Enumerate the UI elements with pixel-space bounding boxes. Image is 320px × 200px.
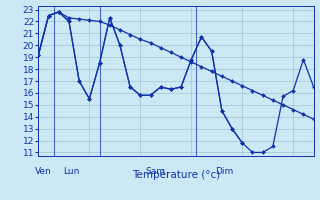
Text: Ven: Ven (35, 166, 52, 176)
Text: Dim: Dim (215, 166, 233, 176)
Text: Lun: Lun (63, 166, 79, 176)
X-axis label: Température (°c): Température (°c) (132, 170, 220, 180)
Text: Sam: Sam (146, 166, 166, 176)
